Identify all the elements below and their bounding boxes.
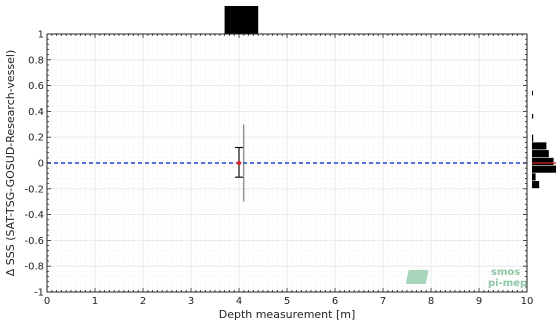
right-histogram [532, 90, 556, 189]
logo-line2: pi-mep [488, 278, 527, 289]
y-histogram-bar [532, 173, 536, 181]
y-tick-label: -0.2 [24, 184, 44, 195]
x-axis-label: Depth measurement [m] [219, 308, 356, 321]
x-tick-label: 4 [236, 296, 242, 307]
y-axis-label: Δ SSS (SAT-TSG-GOSUD-Research-vessel) [4, 50, 17, 277]
x-tick-label: 3 [188, 296, 194, 307]
x-tick-label: 5 [284, 296, 290, 307]
y-histogram-bar [532, 181, 540, 189]
axis-ticks: 0 1 2 3 4 5 6 7 8 9 10 -1 -0.8 -0.6 -0.4 -0.2 0 0.2 0.4 0.6… [24, 30, 533, 308]
y-tick-label: -0.4 [24, 210, 44, 221]
y-histogram-bar [532, 142, 547, 150]
x-tick-label: 2 [140, 296, 146, 307]
logo-mark-icon [405, 270, 429, 284]
smos-pi-mep-logo: smos pi-mep [405, 267, 527, 289]
y-histogram-bar [532, 165, 556, 173]
top-histogram [224, 6, 259, 34]
y-tick-label: -0.6 [24, 236, 44, 247]
y-histogram-bar [532, 157, 554, 165]
data-marks [47, 124, 527, 202]
y-histogram-bar [532, 90, 533, 96]
x-tick-label: 10 [521, 296, 534, 307]
y-tick-label: 0.8 [28, 55, 44, 66]
y-tick-label: 0 [38, 159, 44, 170]
y-tick-label: 0.6 [28, 81, 44, 92]
data-point [236, 160, 242, 166]
x-tick-label: 9 [476, 296, 482, 307]
y-tick-label: -1 [34, 288, 44, 299]
x-tick-label: 1 [92, 296, 98, 307]
x-tick-label: 0 [44, 296, 50, 307]
x-tick-label: 7 [380, 296, 386, 307]
x-tick-label: 6 [332, 296, 338, 307]
y-tick-label: 0.4 [28, 107, 44, 118]
x-histogram-bar [224, 6, 259, 34]
x-tick-label: 8 [428, 296, 434, 307]
y-tick-label: 0.2 [28, 133, 44, 144]
y-histogram-bar [532, 113, 534, 119]
y-histogram-bar [532, 150, 549, 158]
logo-line1: smos [491, 267, 520, 278]
y-tick-label: -0.8 [24, 262, 44, 273]
y-histogram-bar [532, 134, 534, 142]
y-tick-label: 1 [38, 30, 44, 41]
